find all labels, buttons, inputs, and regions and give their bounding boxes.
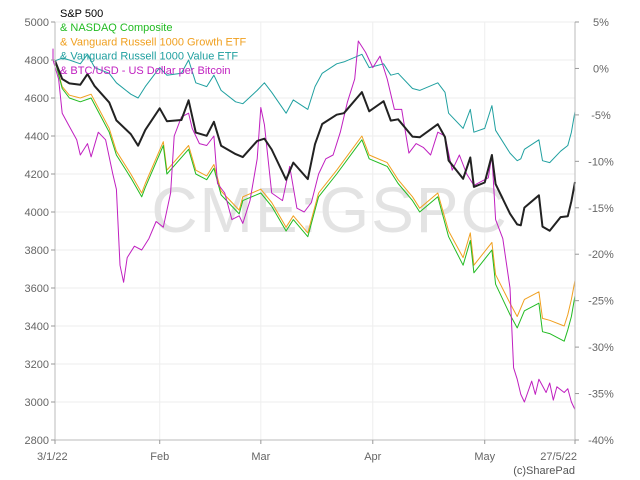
right-tick-label: 0%	[593, 63, 609, 75]
left-tick-label: 4600	[25, 93, 49, 105]
legend-entry: & Vanguard Russell 1000 Growth ETF	[60, 36, 247, 48]
left-tick-label: 5000	[25, 17, 49, 29]
left-tick-label: 4200	[25, 169, 49, 181]
right-tick-label: -15%	[588, 203, 614, 215]
left-tick-label: 3400	[25, 321, 49, 333]
series-line-vanguard-russell-1000-value-etf	[54, 53, 576, 164]
left-tick-label: 3600	[25, 283, 49, 295]
right-tick-label: -20%	[588, 249, 614, 261]
series-layer	[52, 40, 576, 410]
right-tick-label: -40%	[588, 435, 614, 447]
legend-entry: & BTC/USD - US Dollar per Bitcoin	[60, 65, 231, 77]
right-tick-label: -10%	[588, 156, 614, 168]
series-line-s-p-500	[54, 60, 576, 232]
right-tick-label: -5%	[591, 110, 611, 122]
x-tick-label: 3/1/22	[37, 451, 68, 463]
x-tick-label: Mar	[251, 451, 270, 463]
x-tick-label: Apr	[364, 451, 381, 463]
chart-credit: (c)SharePad	[513, 465, 575, 477]
legend-entry: & Vanguard Russell 1000 Value ETF	[60, 51, 238, 63]
legend-entry: & NASDAQ Composite	[60, 22, 172, 34]
left-tick-label: 3000	[25, 397, 49, 409]
legend: S&P 500 & NASDAQ Composite & Vanguard Russ…	[60, 8, 247, 77]
left-tick-label: 2800	[25, 435, 49, 447]
right-tick-label: -25%	[588, 296, 614, 308]
right-tick-label: -35%	[588, 389, 614, 401]
chart-watermark: CME:GSPC	[151, 174, 508, 246]
left-tick-label: 4400	[25, 131, 49, 143]
series-line-nasdaq-composite	[54, 60, 576, 342]
left-tick-label: 4000	[25, 207, 49, 219]
series-line-vanguard-russell-1000-growth-etf	[54, 60, 576, 327]
right-tick-label: -30%	[588, 342, 614, 354]
axes: 2800 3000 3200 3400 3600 3800 4000 4200 4400 4600…	[25, 17, 615, 463]
left-tick-label: 3800	[25, 245, 49, 257]
x-tick-label: 27/5/22	[540, 451, 577, 463]
x-tick-label: May	[474, 451, 495, 463]
x-tick-label: Feb	[150, 451, 169, 463]
right-tick-label: 5%	[593, 17, 609, 29]
left-tick-label: 3200	[25, 359, 49, 371]
legend-entry: S&P 500	[60, 8, 103, 20]
left-tick-label: 4800	[25, 55, 49, 67]
series-line-btc-usd-us-dollar-per-bitcoin	[52, 40, 576, 410]
